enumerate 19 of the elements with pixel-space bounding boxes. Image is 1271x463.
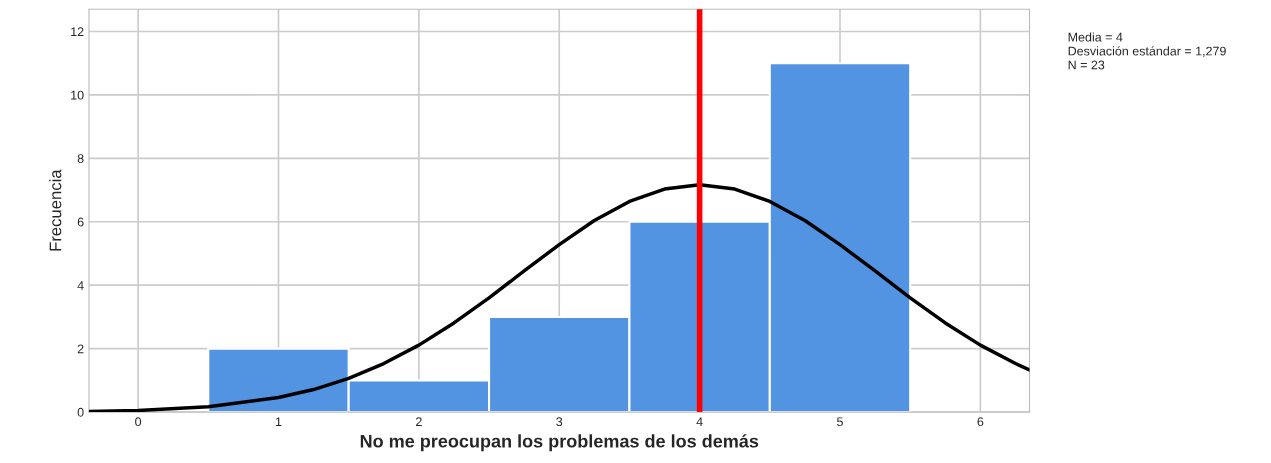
y-tick-label: 12 xyxy=(71,27,84,36)
y-tick-label: 10 xyxy=(71,90,84,100)
y-axis-title: Frecuencia xyxy=(49,169,62,251)
y-tick-label: 8 xyxy=(77,154,84,163)
y-tick-label: 6 xyxy=(77,217,84,227)
x-tick-label: 5 xyxy=(837,417,843,427)
x-tick-label: 4 xyxy=(696,417,703,426)
y-tick-label: 4 xyxy=(77,281,84,290)
x-tick-label: 2 xyxy=(416,417,422,426)
text: Media = 4 xyxy=(1068,32,1123,42)
x-axis-title: No me preocupan los problemas de los demás xyxy=(360,434,759,452)
text: Desviación estándar = 1,279 xyxy=(1068,46,1226,57)
text: N = 23 xyxy=(1068,60,1105,70)
y-tick-label: 2 xyxy=(77,344,84,354)
x-tick-label: 0 xyxy=(135,417,142,427)
y-tick-label: 0 xyxy=(77,407,84,417)
x-tick-label: 3 xyxy=(556,417,563,427)
x-tick-label: 1 xyxy=(275,417,282,426)
x-tick-label: 6 xyxy=(977,417,984,427)
